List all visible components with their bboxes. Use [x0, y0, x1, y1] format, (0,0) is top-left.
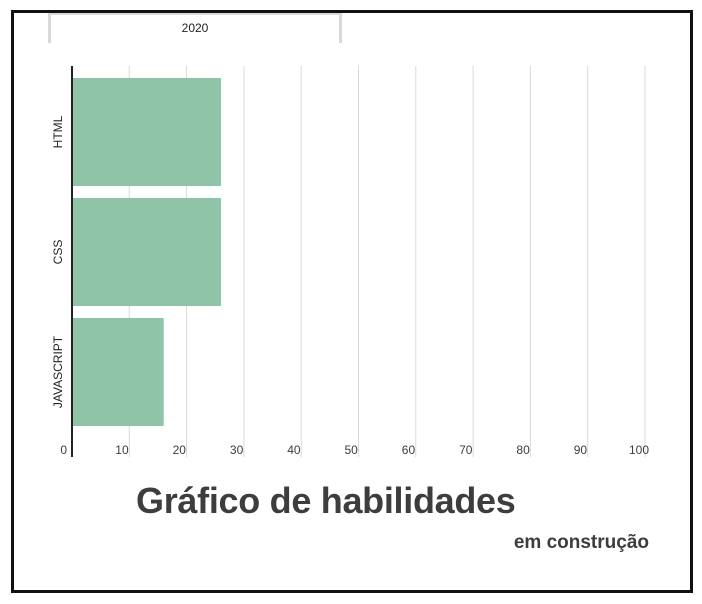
bars — [72, 78, 221, 426]
x-tick-label: 10 — [115, 443, 129, 457]
x-tick-label: 100 — [629, 443, 649, 457]
x-tick-label: 90 — [574, 443, 588, 457]
category-label-css: CSS — [51, 240, 65, 265]
x-tick-label: 0 — [60, 443, 67, 457]
x-tick-label: 40 — [287, 443, 301, 457]
x-tick-label: 20 — [173, 443, 187, 457]
category-label-html: HTML — [51, 115, 65, 148]
bar-html — [72, 78, 221, 186]
bar-css — [72, 198, 221, 306]
labels: 0 10 20 30 40 50 60 70 80 90 100 HTML CSS JAVASCRIPT — [51, 115, 649, 457]
year-tab-label: 2020 — [181, 21, 209, 35]
x-tick-label: 50 — [345, 443, 359, 457]
x-tick-label: 60 — [402, 443, 416, 457]
chart-subtitle: em construção — [513, 532, 649, 553]
chart-title: Gráfico de habilidades — [136, 480, 516, 521]
x-tick-label: 70 — [459, 443, 473, 457]
bar-javascript — [72, 318, 164, 426]
x-tick-label: 80 — [516, 443, 530, 457]
x-tick-label: 30 — [230, 443, 244, 457]
category-label-javascript: JAVASCRIPT — [51, 335, 65, 408]
year-tab[interactable]: 2020 — [48, 13, 342, 43]
